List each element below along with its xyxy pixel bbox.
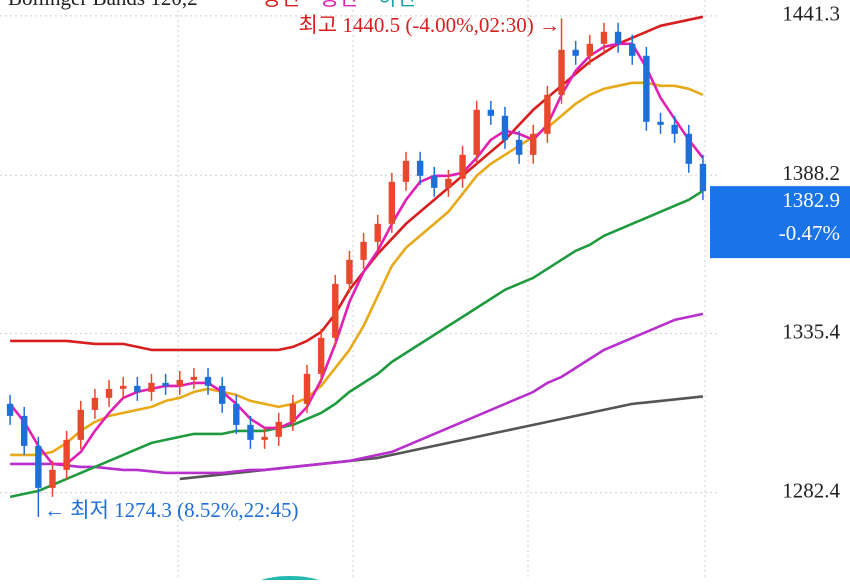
candle-body [614, 31, 622, 44]
vertical-grid [177, 0, 706, 580]
candle-body [119, 385, 127, 389]
candle-body [134, 385, 141, 392]
candle-body [657, 121, 664, 125]
legend-label: 상단 [262, 0, 301, 10]
candle-body [289, 403, 297, 422]
candle-body [317, 337, 325, 374]
indicator-line [179, 395, 704, 481]
candle-body [558, 49, 565, 95]
candle-body [176, 379, 183, 386]
last-change: -0.47% [779, 221, 840, 245]
last-price-box [710, 186, 850, 259]
candle-body [190, 376, 198, 380]
candle-body [544, 94, 551, 134]
candle-body [346, 259, 353, 284]
high-annotation: 최고 1440.5 (-4.00%,02:30) → [299, 13, 560, 37]
candle-body [63, 439, 70, 470]
candle-layer [6, 18, 707, 517]
candle-body [247, 424, 254, 440]
low-annotation: ← 최저 1274.3 (8.52%,22:45) [44, 498, 298, 522]
candle-body [473, 109, 480, 155]
y-tick-label: 1388.2 [782, 161, 840, 185]
candle-body [487, 109, 495, 116]
candle-body [77, 409, 84, 440]
candle-body [148, 382, 155, 392]
candle-body [572, 49, 579, 56]
legend-label: 중단 [320, 0, 359, 10]
candle-body [332, 283, 339, 338]
legend-label: 하단 [378, 0, 417, 10]
candle-body [261, 436, 268, 440]
indicator-line [9, 189, 704, 499]
candle-body [530, 133, 537, 155]
indicator-line [10, 81, 704, 457]
candle-body [416, 160, 424, 176]
decor-arc [250, 576, 330, 585]
candle-body [431, 175, 438, 188]
candle-body [629, 43, 636, 56]
candle-body [6, 403, 14, 416]
candle-body [35, 445, 42, 488]
candle-body [218, 385, 226, 404]
candle-body [303, 373, 311, 404]
candle-body [600, 31, 608, 44]
candle-body [233, 403, 240, 425]
candle-body [204, 376, 212, 386]
indicator-line [10, 312, 704, 475]
candle-body [671, 124, 678, 134]
y-tick-label: 1441.3 [782, 2, 840, 26]
indicator-line [9, 42, 704, 466]
candle-body [445, 178, 452, 188]
candle-body [699, 163, 707, 192]
candle-body [501, 115, 509, 140]
candle-body [586, 43, 594, 56]
candle-body [275, 421, 282, 437]
last-price: 1382.9 [782, 188, 840, 212]
indicator-line [10, 15, 704, 352]
line-layer [9, 15, 704, 499]
candle-body [374, 223, 381, 242]
candle-body [402, 160, 410, 182]
candle-body [459, 154, 466, 179]
candle-body [360, 241, 367, 260]
candle-body [643, 55, 650, 122]
text-layer: 1282.4 1335.4 1388.2 1441.3 1382.9 -0.47% [710, 2, 850, 502]
candle-body [515, 139, 523, 155]
candle-body [91, 397, 99, 410]
candle-body [162, 382, 169, 386]
candle-body [105, 388, 113, 398]
candle-body [388, 181, 396, 224]
candle-body [21, 415, 28, 446]
indicator-title: Bollinger Bands 120,2 [8, 0, 198, 10]
y-tick-label: 1282.4 [782, 478, 840, 502]
candle-body [685, 133, 692, 164]
y-tick-label: 1335.4 [782, 319, 840, 343]
candle-body [49, 469, 56, 488]
